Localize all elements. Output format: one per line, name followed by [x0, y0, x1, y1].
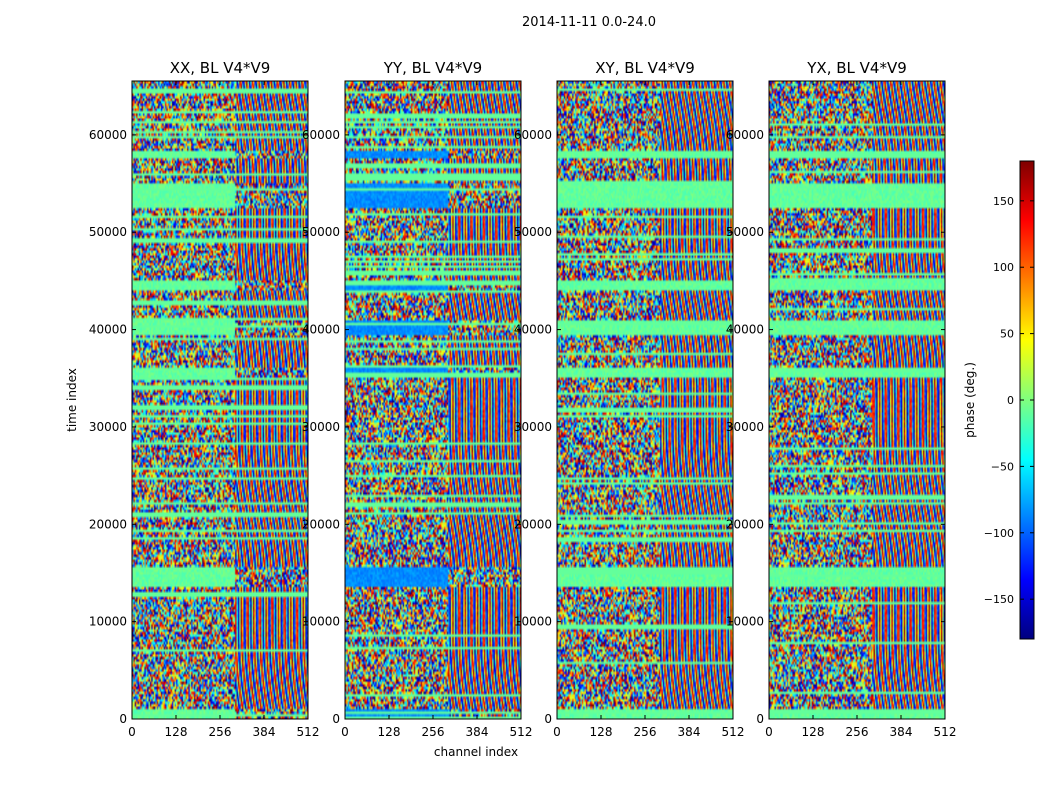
- x-tick-label: 512: [510, 725, 533, 739]
- x-tick-label: 384: [678, 725, 701, 739]
- x-tick-label: 512: [297, 725, 320, 739]
- x-tick-label: 0: [553, 725, 561, 739]
- colorbar-tick-label: −150: [984, 593, 1014, 606]
- y-tick-label: 60000: [302, 128, 340, 142]
- y-tick-label: 50000: [514, 225, 552, 239]
- y-tick-label: 60000: [514, 128, 552, 142]
- heatmap-image: [345, 81, 521, 719]
- x-tick-label: 384: [253, 725, 276, 739]
- x-tick-label: 128: [378, 725, 401, 739]
- y-tick-label: 50000: [726, 225, 764, 239]
- x-tick-label: 256: [422, 725, 445, 739]
- panel-3: YX, BL V4*V9 0 128 256 384 512 0 10000 20000 3000…: [726, 59, 957, 739]
- x-tick-label: 256: [634, 725, 657, 739]
- y-tick-label: 60000: [89, 128, 127, 142]
- y-tick-label: 50000: [302, 225, 340, 239]
- y-tick-label: 0: [544, 712, 552, 726]
- x-tick-label: 512: [722, 725, 745, 739]
- colorbar-tick-label: −100: [984, 527, 1014, 540]
- colorbar-tick-label: 0: [1007, 394, 1014, 407]
- y-tick-label: 40000: [726, 323, 764, 337]
- y-tick-label: 0: [332, 712, 340, 726]
- y-tick-label: 10000: [726, 615, 764, 629]
- colorbar-tick-label: −50: [991, 460, 1014, 473]
- colorbar-label: phase (deg.): [963, 362, 977, 438]
- y-tick-label: 30000: [514, 420, 552, 434]
- colorbar-tick-label: 100: [993, 261, 1014, 274]
- panel-0: XX, BL V4*V9 0 128 256 384 512 0 10000 20000 3000…: [65, 59, 319, 739]
- figure-suptitle: 2014-11-11 0.0-24.0: [522, 15, 656, 30]
- y-tick-label: 30000: [302, 420, 340, 434]
- y-axis-label: time index: [65, 368, 79, 432]
- heatmap-image: [557, 81, 733, 719]
- x-tick-label: 128: [165, 725, 188, 739]
- x-tick-label: 0: [128, 725, 136, 739]
- colorbar-tick-label: 150: [993, 195, 1014, 208]
- x-tick-label: 256: [846, 725, 869, 739]
- y-tick-label: 20000: [514, 517, 552, 531]
- y-tick-label: 0: [756, 712, 764, 726]
- y-tick-label: 0: [119, 712, 127, 726]
- y-tick-label: 30000: [726, 420, 764, 434]
- y-tick-label: 40000: [302, 323, 340, 337]
- x-tick-label: 128: [802, 725, 825, 739]
- panel-title: XX, BL V4*V9: [170, 59, 271, 77]
- y-tick-label: 10000: [514, 615, 552, 629]
- x-tick-label: 0: [765, 725, 773, 739]
- colorbar-tick-label: 50: [1000, 328, 1014, 341]
- panel-title: XY, BL V4*V9: [595, 59, 695, 77]
- panel-title: YX, BL V4*V9: [806, 59, 907, 77]
- y-tick-label: 30000: [89, 420, 127, 434]
- x-tick-label: 384: [466, 725, 489, 739]
- y-tick-label: 20000: [302, 517, 340, 531]
- x-tick-label: 384: [890, 725, 913, 739]
- panel-title: YY, BL V4*V9: [383, 59, 482, 77]
- heatmap-image: [132, 81, 308, 719]
- panel-1: YY, BL V4*V9 0 128 256 384 512 0 10000 20000 3000…: [302, 59, 533, 759]
- heatmap-image: [769, 81, 945, 719]
- x-tick-label: 256: [209, 725, 232, 739]
- y-tick-label: 20000: [726, 517, 764, 531]
- y-tick-label: 40000: [514, 323, 552, 337]
- x-tick-label: 0: [341, 725, 349, 739]
- y-tick-label: 20000: [89, 517, 127, 531]
- panel-2: XY, BL V4*V9 0 128 256 384 512 0 10000 20000 3000…: [514, 59, 745, 739]
- y-tick-label: 50000: [89, 225, 127, 239]
- x-tick-label: 128: [590, 725, 613, 739]
- x-tick-label: 512: [934, 725, 957, 739]
- y-tick-label: 40000: [89, 323, 127, 337]
- x-axis-label: channel index: [434, 745, 518, 759]
- y-tick-label: 10000: [89, 615, 127, 629]
- y-tick-label: 60000: [726, 128, 764, 142]
- y-tick-label: 10000: [302, 615, 340, 629]
